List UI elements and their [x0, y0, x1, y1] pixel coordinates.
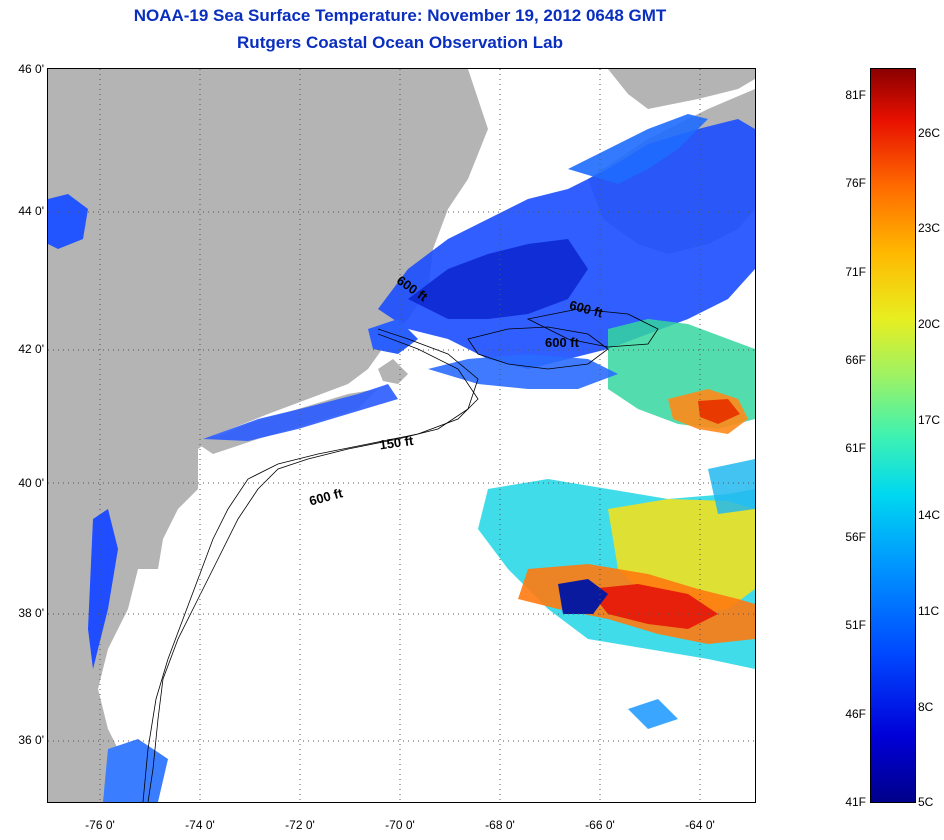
lon-label-72: -72 0' [285, 818, 315, 832]
lat-label-36: 36 0' [18, 733, 44, 747]
contour-label: 600 ft [308, 485, 345, 508]
colorbar-label-c: 8C [918, 700, 934, 714]
land-mass [48, 69, 488, 802]
lat-label-40: 40 0' [18, 476, 44, 490]
colorbar-label-f: 56F [845, 530, 866, 544]
lat-label-38: 38 0' [18, 606, 44, 620]
graticule [48, 69, 755, 802]
contour-600ft-east [526, 308, 659, 348]
sst-chesapeake [88, 509, 118, 669]
lon-label-70: -70 0' [385, 818, 415, 832]
contour-600ft-shelf [147, 328, 479, 802]
contour-600ft-gulf [467, 326, 609, 370]
land-pei [608, 69, 755, 109]
sst-warm-core-center [698, 399, 740, 424]
lon-label-64: -64 0' [685, 818, 715, 832]
sst-cape-cod-blue [368, 319, 418, 354]
colorbar-label-c: 26C [918, 126, 941, 140]
sst-gulf-inner [408, 239, 588, 319]
map-title: NOAA-19 Sea Surface Temperature: Novembe… [133, 6, 667, 25]
sst-north-blue-strip [428, 354, 618, 389]
colorbar-label-c: 17C [918, 413, 941, 427]
depth-contours [142, 308, 659, 802]
lat-label-44: 44 0' [18, 204, 44, 218]
contour-label: 600 ft [545, 335, 580, 350]
colorbar-label-f: 51F [845, 618, 866, 632]
colorbar-label-f: 46F [845, 707, 866, 721]
lon-label-74: -74 0' [185, 818, 215, 832]
sst-gulf-stream-red [588, 584, 718, 629]
sst-long-island-sound [203, 384, 398, 441]
colorbar-label-c: 5C [918, 795, 934, 809]
colorbar-label-f: 61F [845, 441, 866, 455]
sst-bay-of-fundy [568, 114, 708, 184]
lat-label-42: 42 0' [18, 342, 44, 356]
colorbar-label-f: 76F [845, 176, 866, 190]
land-cape-cod [378, 359, 408, 384]
sst-south-patch [628, 699, 678, 729]
colorbar-label-f: 71F [845, 265, 866, 279]
colorbar-label-c: 20C [918, 317, 941, 331]
sst-map: 600 ft 600 ft 600 ft 150 ft 600 ft [47, 68, 756, 803]
sst-west-lake [48, 194, 88, 249]
lon-label-76: -76 0' [85, 818, 115, 832]
sst-regions [48, 114, 755, 802]
colorbar-label-c: 23C [918, 221, 941, 235]
contour-150ft [142, 333, 479, 802]
sst-east-cyan [708, 459, 755, 514]
colorbar-label-f: 41F [845, 795, 866, 809]
colorbar-label-c: 14C [918, 508, 941, 522]
temperature-colorbar [870, 68, 916, 803]
colorbar-label-c: 11C [918, 604, 940, 618]
colorbar-label-f: 81F [845, 88, 866, 102]
contour-label: 150 ft [379, 433, 415, 453]
lat-label-46: 46 0' [18, 62, 44, 76]
sst-cold-eddy [558, 579, 608, 614]
lon-label-66: -66 0' [585, 818, 615, 832]
lon-label-68: -68 0' [485, 818, 515, 832]
sst-south-shelf [103, 739, 168, 802]
sst-map-canvas: 600 ft 600 ft 600 ft 150 ft 600 ft [48, 69, 755, 802]
map-subtitle: Rutgers Coastal Ocean Observation Lab [237, 33, 563, 52]
colorbar-label-f: 66F [845, 353, 866, 367]
